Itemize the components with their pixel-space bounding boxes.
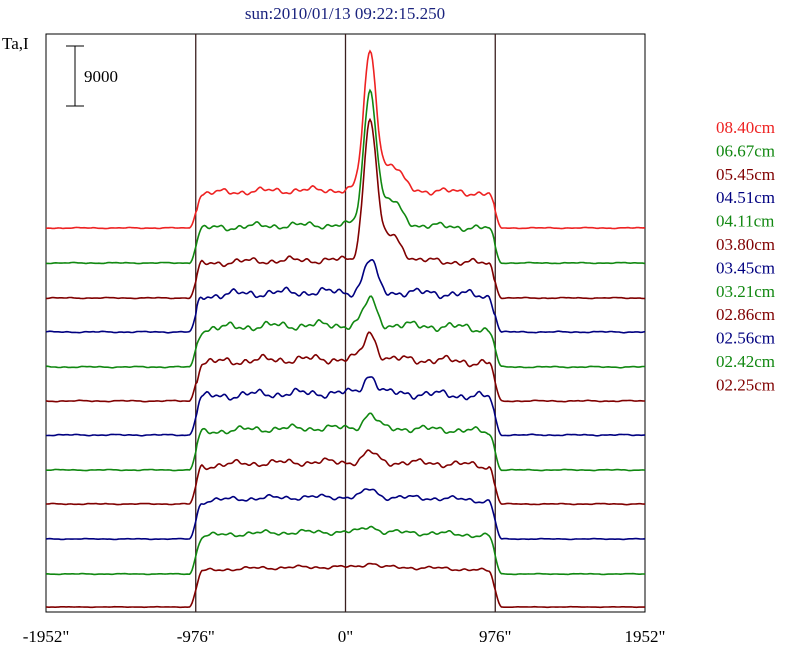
legend-entry-02.25cm: 02.25cm [716,375,775,394]
series-line-03.80cm [45,331,645,403]
series-line-02.25cm [45,562,645,609]
series-line-03.21cm [46,412,646,472]
scale-bar: 9000 [66,45,118,107]
x-tick-label-4: 1952" [625,627,666,646]
series-line-02.42cm [45,525,646,576]
legend-entry-02.42cm: 02.42cm [716,352,775,371]
series-lines [45,49,646,609]
series-line-04.51cm [45,258,646,334]
legend-entry-03.21cm: 03.21cm [716,282,775,301]
series-line-06.67cm [45,88,646,265]
legend-entry-06.67cm: 06.67cm [716,141,775,160]
series-line-04.11cm [45,295,646,369]
legend-entry-02.86cm: 02.86cm [716,305,775,324]
series-line-02.86cm [46,449,645,506]
legend-entry-05.45cm: 05.45cm [716,165,775,184]
x-tick-label-3: 976" [479,627,511,646]
legend-entry-03.45cm: 03.45cm [716,258,775,277]
series-line-05.45cm [46,117,646,300]
series-line-03.45cm [46,376,645,437]
legend-entry-03.80cm: 03.80cm [716,235,775,254]
series-line-02.56cm [45,488,646,541]
y-axis-label: Ta,I [2,34,29,53]
legend-entry-04.51cm: 04.51cm [716,188,775,207]
scale-bar-label: 9000 [84,67,118,86]
x-tick-label-2: 0" [338,627,353,646]
legend-entry-04.11cm: 04.11cm [716,212,774,231]
x-tick-label-0: -1952" [23,627,70,646]
legend-entry-08.40cm: 08.40cm [716,118,775,137]
legend: 08.40cm 06.67cm 05.45cm 04.51cm 04.11cm 03.80… [716,118,775,394]
chart-title: sun:2010/01/13 09:22:15.250 [245,4,445,23]
series-line-08.40cm [45,49,646,230]
reference-lines [195,34,496,612]
legend-entry-02.56cm: 02.56cm [716,329,775,348]
x-tick-label-1: -976" [177,627,215,646]
x-tick-labels: -1952" -976" 0" 976" 1952" [23,627,666,646]
